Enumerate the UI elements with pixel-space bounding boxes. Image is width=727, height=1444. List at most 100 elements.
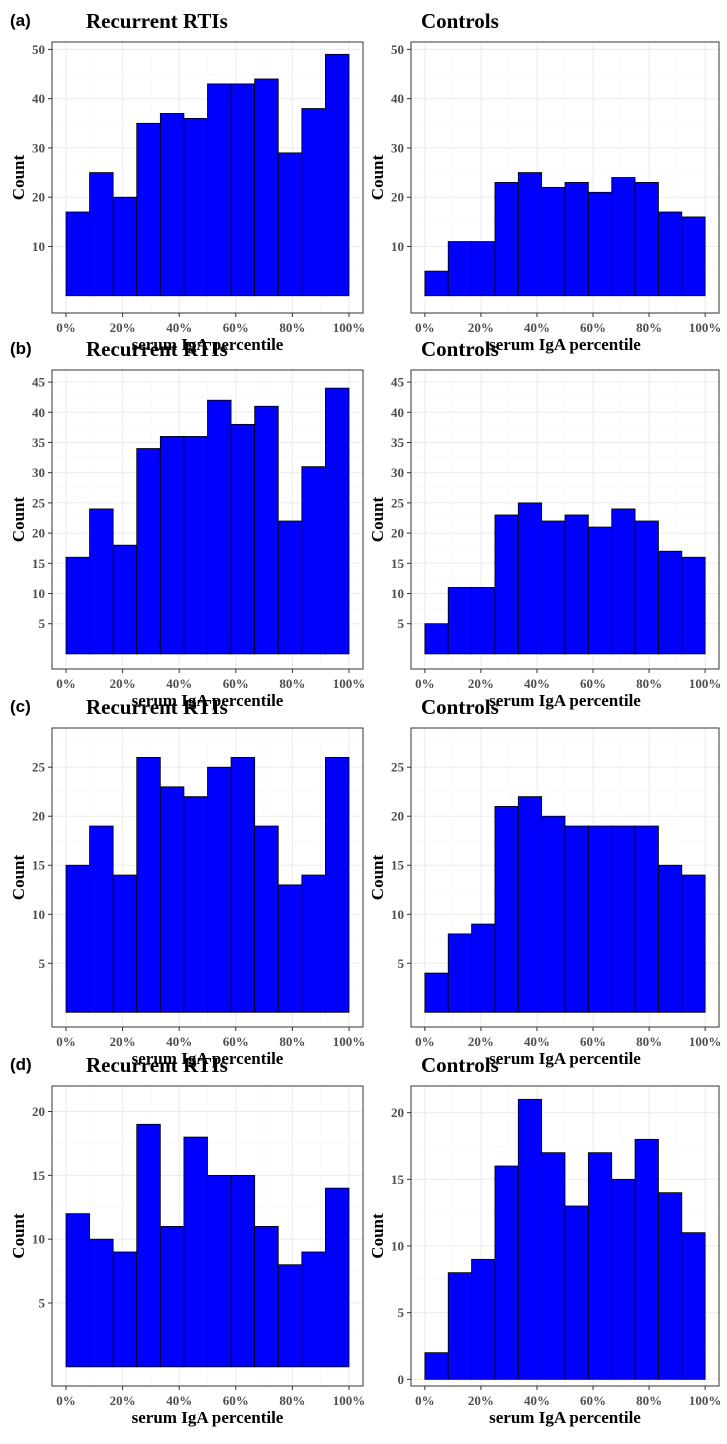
x-tick-label: 0%	[415, 1034, 435, 1049]
x-tick-label: 100%	[689, 320, 722, 335]
plot-frame	[51, 727, 364, 1028]
histogram-bar	[564, 514, 589, 655]
histogram-bar	[424, 1352, 449, 1380]
histogram-bar	[447, 933, 472, 1013]
histogram-bar	[112, 1251, 138, 1368]
plot-frame	[51, 369, 364, 670]
x-axis-title: serum IgA percentile	[489, 1408, 641, 1427]
x-tick-label: 100%	[689, 676, 722, 691]
x-tick-label: 20%	[468, 1393, 494, 1408]
y-tick-label: 25	[32, 760, 46, 775]
y-axis-title: Count	[9, 1213, 28, 1259]
plot-frame	[410, 41, 720, 314]
y-axis-title: Count	[368, 854, 387, 900]
histogram-bar	[681, 556, 706, 655]
y-tick-label: 10	[391, 239, 404, 254]
y-tick-label: 40	[391, 405, 404, 420]
histogram-bar	[564, 182, 589, 297]
y-tick-label: 50	[32, 42, 45, 57]
histogram-bar	[136, 757, 161, 1013]
y-tick-label: 5	[398, 956, 405, 971]
bars	[65, 757, 350, 1013]
x-tick-label: 20%	[110, 320, 136, 335]
y-tick-label: 20	[391, 190, 404, 205]
histogram-bar	[494, 514, 519, 655]
histogram-bar	[517, 1098, 543, 1380]
y-axis-title: Count	[368, 1213, 387, 1259]
histogram-bar	[471, 923, 496, 1013]
panel-label: (d)	[10, 1055, 32, 1074]
y-tick-label: 10	[32, 1232, 45, 1247]
histogram-bar	[301, 874, 326, 1013]
histogram-bar	[587, 1152, 613, 1380]
panel-title: Recurrent RTIs	[86, 337, 228, 361]
x-tick-label: 60%	[223, 676, 249, 691]
histogram-bar	[658, 550, 683, 655]
histogram-bar	[301, 108, 326, 297]
histogram-bar	[89, 508, 114, 655]
histogram-bar	[183, 796, 208, 1013]
x-tick-label: 60%	[223, 1393, 249, 1408]
y-tick-label: 20	[391, 1105, 404, 1120]
histogram-bar	[89, 1238, 114, 1368]
bars	[65, 387, 350, 655]
x-axis-title: serum IgA percentile	[489, 1049, 641, 1068]
histogram-bar	[277, 884, 303, 1013]
panel-6: 0% 20% 40% 60% 80% 100% 5 10 15 20 25 serum IgA per…	[368, 695, 721, 1068]
plot-frame	[51, 1085, 364, 1387]
bars	[424, 796, 706, 1013]
x-tick-label: 20%	[110, 676, 136, 691]
histogram-bar	[112, 544, 138, 655]
x-tick-label: 100%	[333, 676, 366, 691]
histogram-bar	[634, 182, 659, 297]
panel-5: 0% 20% 40% 60% 80% 100% 5 10 15 20 25 serum IgA per…	[9, 695, 365, 1068]
y-tick-label: 35	[391, 435, 405, 450]
y-tick-label: 0	[398, 1372, 405, 1387]
histogram-bar	[471, 241, 496, 297]
histogram-bar	[230, 83, 256, 297]
histogram-bar	[301, 1251, 326, 1368]
x-tick-label: 40%	[166, 1393, 192, 1408]
histogram-bar	[136, 448, 161, 655]
x-tick-label: 40%	[166, 676, 192, 691]
histogram-bar	[325, 387, 350, 655]
x-tick-label: 80%	[279, 1034, 305, 1049]
x-tick-label: 40%	[524, 320, 550, 335]
y-axis-title: Count	[368, 154, 387, 200]
y-tick-label: 40	[32, 405, 45, 420]
panel-2: 0% 20% 40% 60% 80% 100% 10 20 30 40 50 serum IgA pe…	[368, 9, 721, 354]
panel-label: (a)	[10, 11, 31, 30]
histogram-bar	[658, 864, 683, 1013]
histogram-bar	[183, 436, 208, 655]
histogram-bar	[424, 270, 449, 297]
y-tick-label: 45	[391, 375, 405, 390]
panel-title: Controls	[421, 337, 499, 361]
histogram-bar	[159, 786, 185, 1013]
y-tick-label: 15	[391, 556, 405, 571]
y-tick-label: 20	[32, 190, 45, 205]
x-tick-label: 40%	[524, 1034, 550, 1049]
histogram-bar	[471, 587, 496, 655]
histogram-bar	[65, 211, 90, 297]
histogram-bar	[65, 1213, 90, 1368]
histogram-bar	[517, 796, 543, 1013]
histogram-bar	[207, 399, 232, 655]
histogram-bar	[447, 1272, 472, 1380]
histogram-bar	[183, 1136, 208, 1368]
y-tick-label: 10	[391, 1239, 404, 1254]
y-tick-label: 30	[391, 465, 404, 480]
y-tick-label: 5	[39, 1296, 46, 1311]
y-tick-label: 5	[39, 616, 46, 631]
histogram-bar	[611, 508, 636, 655]
plot-frame	[51, 41, 364, 314]
y-tick-label: 15	[32, 858, 46, 873]
histogram-bar	[159, 113, 185, 297]
y-tick-label: 15	[32, 556, 46, 571]
panel-8: 0% 20% 40% 60% 80% 100% 0 5 10 15 20 serum IgA perc…	[368, 1053, 721, 1427]
x-tick-label: 60%	[580, 1034, 606, 1049]
histogram-bar	[587, 191, 613, 297]
y-tick-label: 20	[391, 526, 404, 541]
y-tick-label: 15	[391, 858, 405, 873]
histogram-bar	[658, 1192, 683, 1380]
x-tick-label: 20%	[110, 1034, 136, 1049]
